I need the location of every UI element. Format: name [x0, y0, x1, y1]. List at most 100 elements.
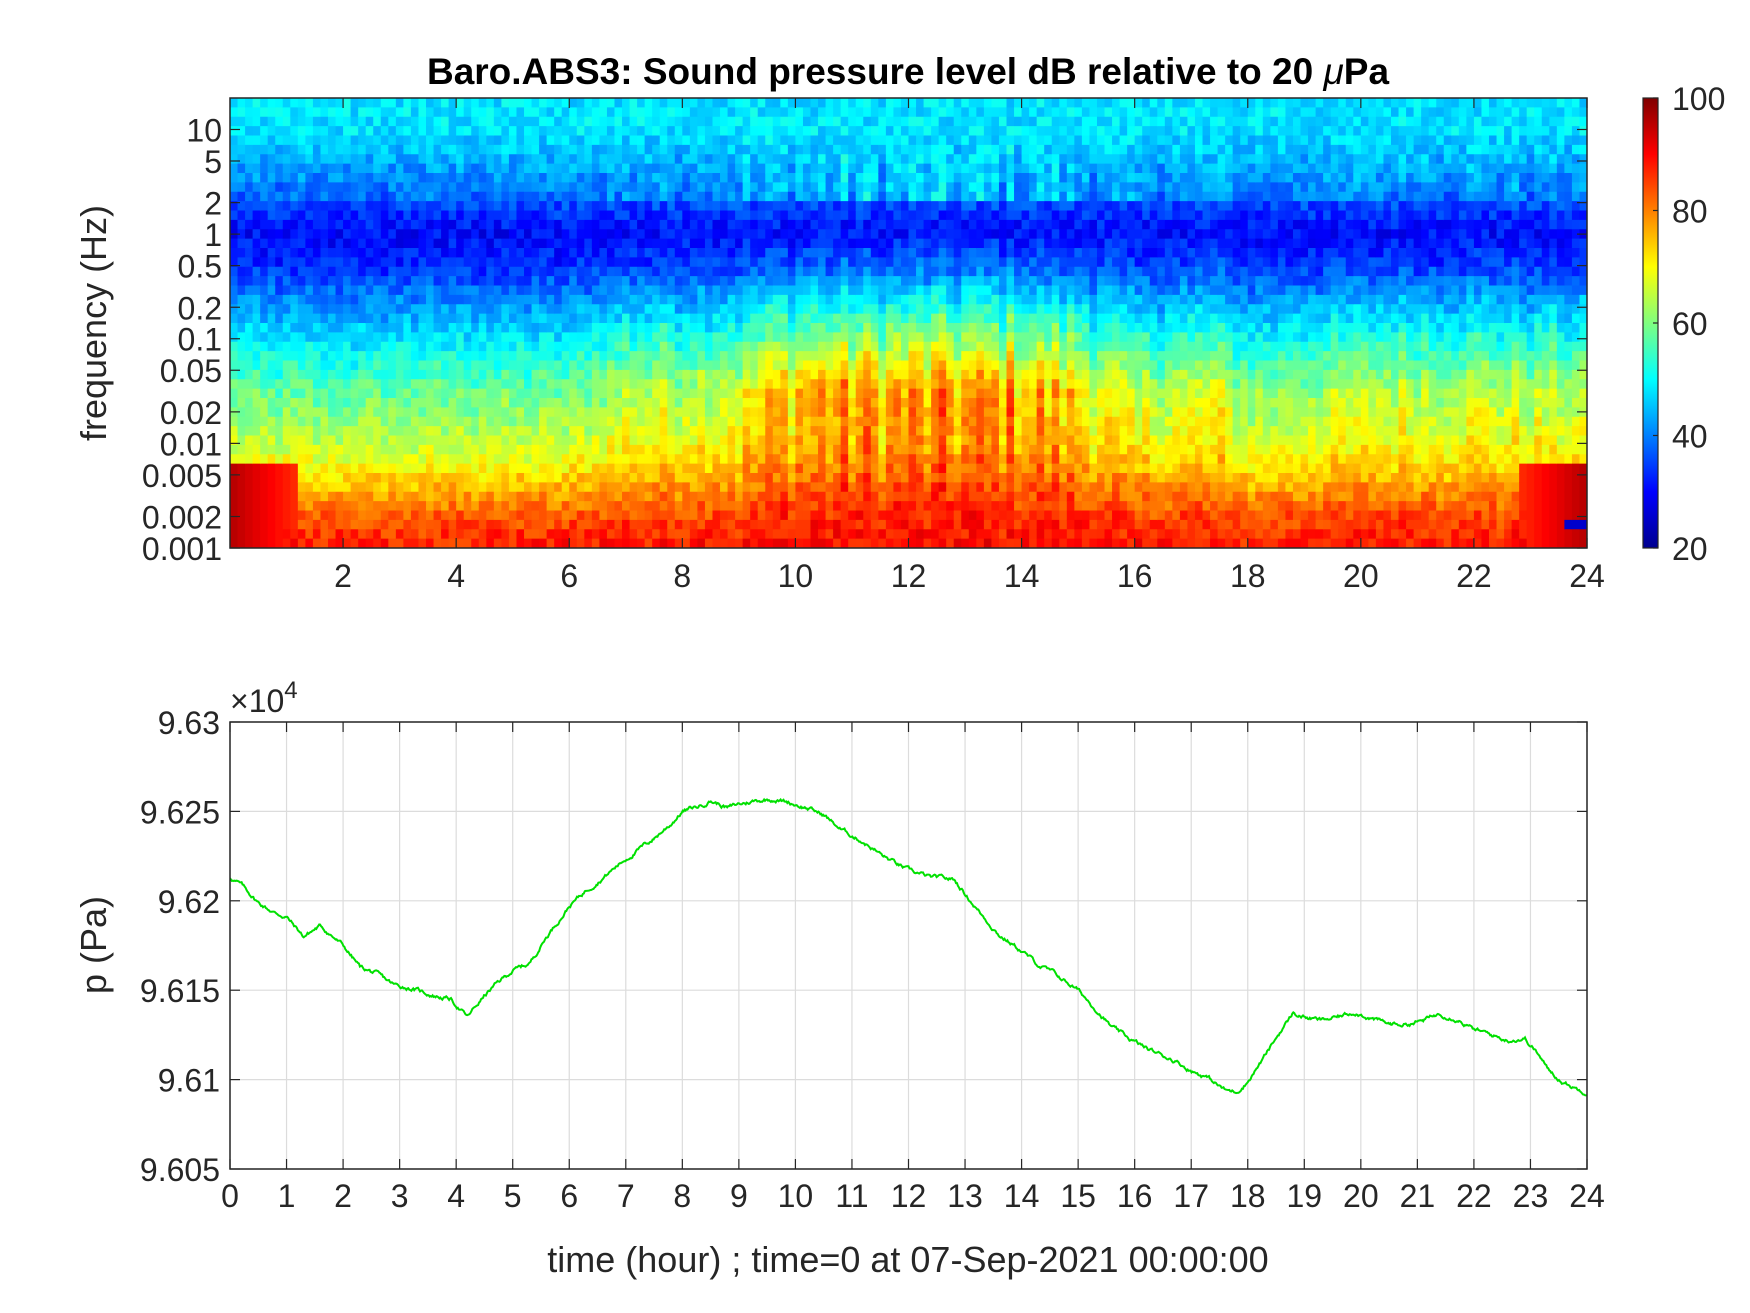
spectrogram-cell [848, 313, 857, 324]
spectrogram-cell [704, 266, 714, 277]
spectrogram-cell [524, 173, 533, 183]
spectrogram-cell [282, 369, 291, 380]
spectrogram-cell [410, 116, 420, 127]
spectrogram-cell [418, 116, 427, 127]
spectrogram-cell [358, 257, 367, 268]
spectrogram-cell [848, 388, 857, 399]
spectrogram-cell [418, 182, 427, 193]
spectrogram-cell [772, 351, 781, 362]
spectrogram-cell [878, 126, 887, 137]
spectrogram-cell [1006, 388, 1015, 399]
spectrogram-cell [712, 332, 721, 343]
spectrogram-cell [644, 519, 653, 530]
spectrogram-cell [697, 182, 706, 193]
spectrogram-cell [644, 257, 653, 268]
spectrogram-cell [441, 473, 450, 483]
spectrogram-cell [328, 248, 337, 258]
spectrogram-cell [968, 444, 977, 455]
spectrogram-cell [908, 98, 917, 108]
spectrogram-cell [539, 285, 548, 296]
spectrogram-cell [478, 144, 487, 155]
spectrogram-cell [802, 116, 812, 127]
spectrogram-cell [576, 126, 585, 137]
spectrogram-cell [787, 529, 797, 540]
spectrogram-cell [539, 519, 548, 530]
spectrogram-cell [584, 491, 593, 502]
spectrogram-cell [674, 435, 683, 446]
spectrogram-cell [463, 313, 472, 324]
spectrogram-cell [531, 154, 540, 165]
spectrogram-cell [358, 332, 367, 343]
spectrogram-cell [652, 304, 661, 315]
spectrogram-cell [772, 144, 781, 155]
spectrogram-cell [395, 210, 404, 221]
spectrogram-cell [441, 435, 450, 446]
spectrogram-cell [659, 201, 668, 212]
spectrogram-cell [938, 210, 947, 221]
spectrogram-cell [983, 144, 993, 155]
spectrogram-cell [757, 98, 766, 108]
spectrogram-cell [976, 463, 985, 474]
spectrogram-cell [772, 360, 781, 371]
spectrogram-cell [629, 435, 638, 446]
spectrogram-cell [953, 257, 962, 268]
spectrogram-cell [840, 163, 849, 174]
spectrogram-cell [968, 529, 977, 540]
spectrogram-cell [968, 173, 977, 183]
spectrogram-cell [591, 407, 601, 418]
spectrogram-cell [395, 463, 404, 474]
spectrogram-cell [282, 154, 291, 165]
spectrogram-cell [275, 360, 284, 371]
spectrogram-cell [275, 519, 284, 530]
spectrogram-cell [516, 257, 525, 268]
spectrogram-cell [418, 238, 427, 249]
spectrogram-cell [493, 351, 502, 362]
spectrogram-cell [735, 482, 744, 493]
spectrogram-cell [682, 173, 691, 183]
spectrogram-cell [629, 219, 638, 230]
spectrogram-cell [501, 126, 510, 137]
spectrogram-cell [916, 473, 925, 483]
spectrogram-cell [230, 435, 239, 446]
spectrogram-cell [335, 135, 344, 146]
spectrogram-cell [614, 369, 623, 380]
spectrogram-cell [833, 388, 842, 399]
spectrogram-cell [441, 182, 450, 193]
spectrogram-cell [546, 454, 555, 465]
spectrogram-cell [674, 135, 683, 146]
spectrogram-cell [456, 229, 465, 240]
spectrogram-cell [516, 379, 525, 390]
spectrogram-cell [780, 491, 789, 502]
spectrogram-cell [652, 501, 661, 512]
spectrogram-cell [463, 351, 472, 362]
spectrogram-cell [742, 191, 751, 202]
spectrogram-cell [591, 135, 601, 146]
spectrogram-cell [410, 473, 420, 483]
spectrogram-cell [629, 191, 638, 202]
spectrogram-cell [953, 473, 962, 483]
spectrogram-cell [508, 454, 518, 465]
spectrogram-cell [878, 116, 887, 127]
spectrogram-cell [998, 426, 1008, 437]
spectrogram-cell [991, 323, 1000, 333]
spectrogram-cell [983, 435, 993, 446]
spectrogram-cell [946, 360, 955, 371]
spectrogram-cell [599, 266, 608, 277]
spectrogram-cell [350, 229, 359, 240]
spectrogram-cell [297, 229, 306, 240]
spectrogram-cell [245, 248, 254, 258]
spectrogram-cell [471, 107, 480, 118]
spectrogram-cell [855, 304, 864, 315]
spectrogram-cell [501, 304, 510, 315]
spectrogram-cell [878, 529, 887, 540]
spectrogram-cell [780, 323, 789, 333]
spectrogram-cell [456, 191, 465, 202]
spectrogram-cell [365, 238, 374, 249]
spectrogram-cell [893, 444, 902, 455]
spectrogram-cell [712, 360, 721, 371]
spectrogram-cell [606, 201, 616, 212]
spectrogram-cell [900, 191, 910, 202]
spectrogram-cell [524, 369, 533, 380]
spectrogram-cell [463, 210, 472, 221]
spectrogram-cell [380, 369, 389, 380]
